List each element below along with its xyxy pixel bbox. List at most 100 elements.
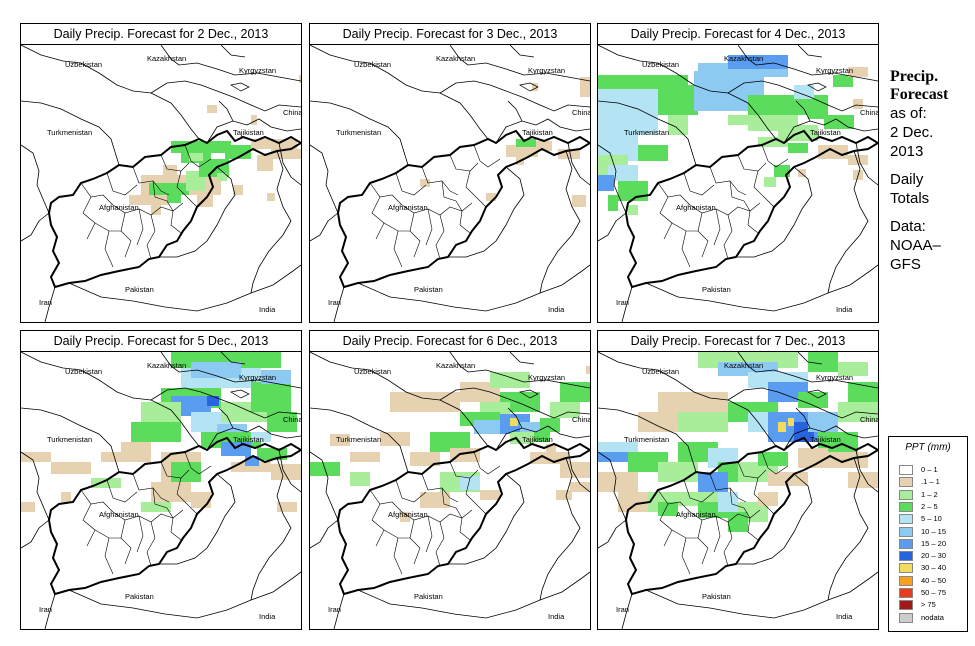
panel-title: Daily Precip. Forecast for 4 Dec., 2013 [598,24,878,45]
precip-cell [151,205,161,215]
precip-cell [141,402,181,422]
precip-cell [151,482,191,502]
label-india: India [548,305,565,314]
province-border [120,212,132,258]
province-border [729,487,751,519]
province-border [747,210,759,234]
country-border [727,387,878,419]
province-border [657,489,691,513]
country-border [21,352,82,371]
legend-label: 30 – 40 [921,563,947,573]
afghanistan-border [336,129,590,289]
label-iran: Iran [328,605,341,614]
country-border [206,425,301,451]
data-source-line3: GFS [890,256,921,273]
country-border [21,407,120,473]
legend-swatch [899,514,913,525]
country-border [797,45,823,58]
label-pakistan: Pakistan [414,592,443,601]
country-border [495,425,590,451]
province-border [449,461,479,479]
precip-cell [848,472,878,488]
precip-cell [149,183,189,195]
country-border [218,407,234,429]
country-border [220,352,246,365]
label-china: China [283,415,302,424]
country-border [567,142,590,186]
precip-cell [400,512,410,522]
country-border [160,45,301,82]
country-border [310,451,339,521]
legend-swatch [899,612,913,623]
province-border [683,479,715,503]
precip-map [598,45,878,322]
precip-cell [598,85,658,135]
province-border [747,517,759,541]
country-border [310,100,409,166]
country-border [795,100,811,122]
precip-cell [618,181,648,201]
precip-cell [570,482,590,492]
province-border [761,451,789,475]
label-iran: Iran [39,298,52,307]
province-border [395,479,427,503]
precip-cell [251,432,271,442]
province-border [683,172,715,196]
precip-cell [798,392,828,408]
province-border [459,210,471,234]
province-border [753,477,775,515]
province-border [393,537,403,575]
label-afghanistan: Afghanistan [99,510,139,519]
precip-cell [798,448,828,468]
province-border [132,473,162,499]
precip-cell [101,452,131,462]
precip-cell [580,77,590,97]
precip-cell [490,372,530,388]
country-border [448,473,525,565]
province-border [737,154,767,172]
country-border [598,352,659,371]
label-iran: Iran [39,605,52,614]
precip-cell [598,175,614,191]
province-border [369,182,403,206]
country-border [449,352,590,389]
precip-cell [510,432,534,444]
province-border [146,214,156,260]
province-border [152,487,174,519]
precip-cell [380,432,410,446]
precip-cell [598,472,638,492]
legend-label: > 75 [921,600,936,610]
precip-map [310,352,590,629]
panel-title: Daily Precip. Forecast for 7 Dec., 2013 [598,331,878,352]
precip-cell [257,155,273,171]
panel-title: Daily Precip. Forecast for 2 Dec., 2013 [21,24,301,45]
country-border [160,352,301,389]
province-border [671,222,698,232]
province-border [465,477,487,515]
country-border [598,451,627,521]
label-uzbekistan: Uzbekistan [354,367,392,376]
country-border [278,142,301,186]
precip-cell [171,141,231,153]
precip-cell [350,472,370,486]
legend-swatch [899,575,913,586]
province-border [425,515,433,553]
province-border [393,230,403,268]
country-border [783,118,878,144]
side-title-line1: Precip. [890,68,939,85]
precip-cell [728,512,748,532]
province-border [709,166,739,192]
province-border [80,182,114,206]
province-border [761,144,789,168]
country-border [598,407,697,473]
province-border [459,517,471,541]
precip-cell [788,143,808,153]
legend-label: 0 – 1 [921,465,938,474]
province-border [421,166,451,192]
province-border [753,170,775,208]
country-border [737,352,878,389]
precip-cell [532,83,538,91]
country-border [797,352,823,365]
precip-cell [167,195,181,203]
label-china: China [860,415,879,424]
